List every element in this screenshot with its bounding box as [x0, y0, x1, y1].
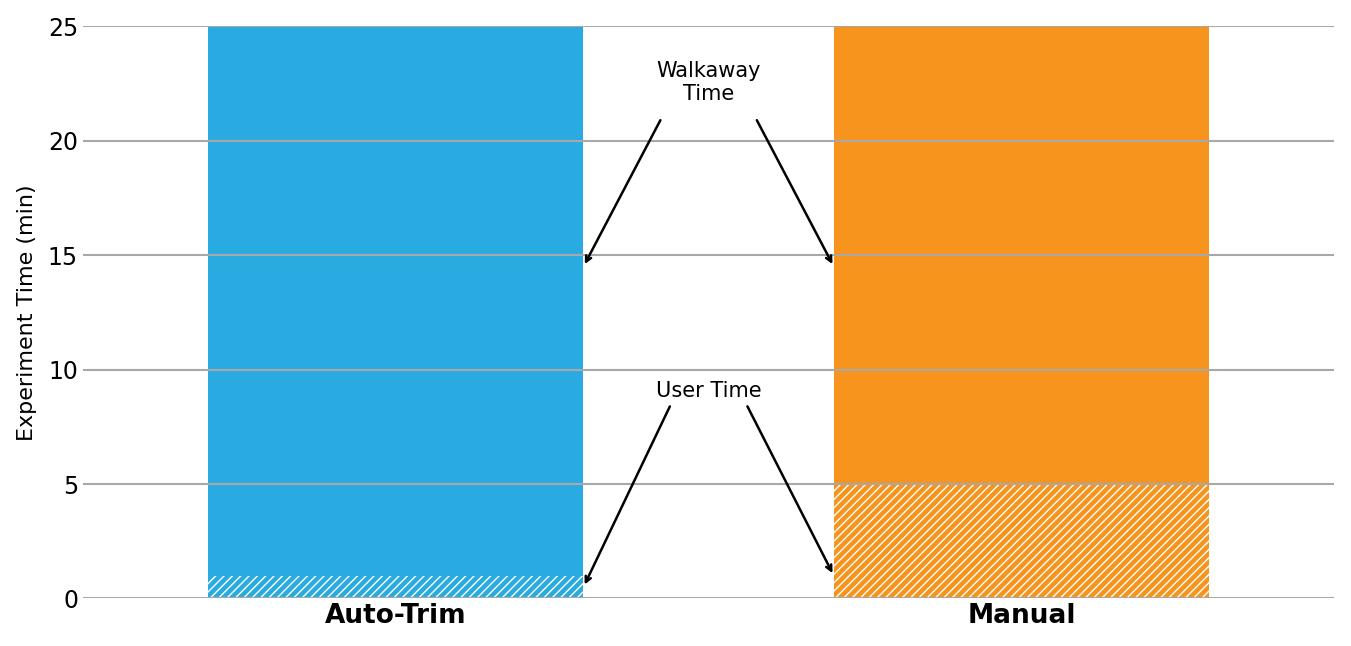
Text: Walkaway
Time: Walkaway Time [657, 61, 761, 104]
Text: User Time: User Time [655, 381, 762, 401]
Bar [834, 484, 1209, 598]
Bar [208, 576, 584, 598]
Bar [834, 26, 1209, 484]
Bar [208, 26, 584, 576]
Y-axis label: Experiment Time (min): Experiment Time (min) [16, 184, 36, 441]
